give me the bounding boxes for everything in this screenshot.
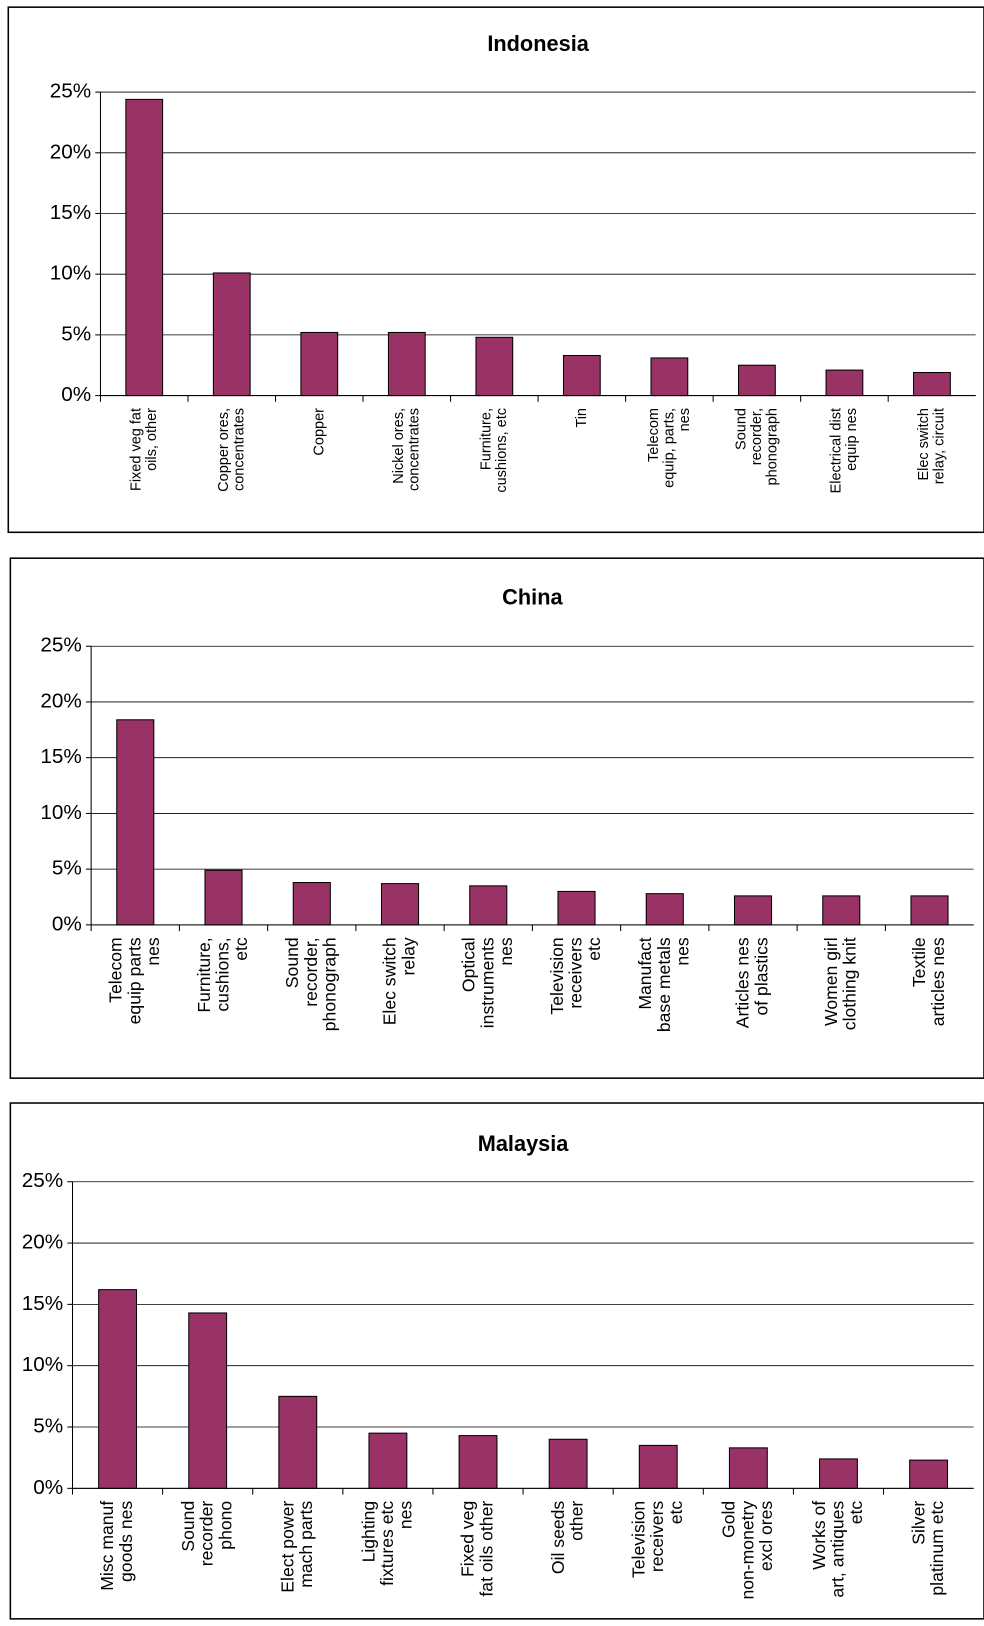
bar	[909, 1459, 949, 1489]
bar	[98, 1289, 138, 1489]
bar	[733, 895, 773, 926]
y-tick-label: 5%	[52, 857, 82, 880]
x-tick-label: Soundrecorder,phonograph	[282, 937, 339, 1031]
x-tick-label: Copper ores,concentrates	[216, 408, 248, 492]
x-tick-label: Misc manufgoods nes	[97, 1501, 136, 1591]
chart-title: Malaysia	[478, 1131, 570, 1156]
y-tick-label: 20%	[50, 140, 91, 163]
x-tick-label: Textilearticles nes	[909, 937, 948, 1026]
x-tick-label: Soundrecorderphono	[178, 1501, 235, 1567]
y-tick-label: 0%	[52, 912, 82, 935]
bar	[469, 885, 508, 926]
x-tick-label: Furniture,cushions, etc	[478, 408, 510, 493]
y-tick-label: 0%	[33, 1476, 63, 1499]
bar	[300, 331, 339, 397]
x-tick-label: Elec switchrelay	[379, 937, 418, 1025]
x-tick-label: Articles nesof plastics	[732, 937, 771, 1028]
x-tick-label: Nickel ores,concentrates	[391, 408, 423, 491]
bar	[116, 719, 155, 926]
x-tick-label: Lightingfixtures etcnes	[358, 1501, 415, 1586]
y-tick-label: 5%	[61, 322, 91, 345]
bar	[638, 1444, 678, 1489]
y-tick-label: 10%	[40, 801, 81, 824]
chart-border	[7, 6, 984, 534]
bar	[125, 98, 164, 397]
bar	[738, 364, 776, 397]
y-tick-label: 15%	[22, 1292, 63, 1315]
bar	[562, 354, 601, 397]
x-tick-label: Telecomequip, parts,nes	[646, 408, 693, 488]
x-tick-label: Opticalinstrumentsnes	[458, 937, 515, 1028]
chart-title: Indonesia	[487, 31, 589, 56]
x-tick-label: Soundrecorder,phonograph	[733, 408, 780, 485]
x-tick-label: Elect powermach parts	[277, 1501, 316, 1593]
x-tick-label: Works ofart, antiquesetc	[808, 1501, 865, 1598]
bar	[475, 336, 514, 397]
y-tick-label: 0%	[61, 383, 91, 406]
y-tick-label: 25%	[40, 634, 81, 657]
y-tick-label: 25%	[50, 80, 91, 103]
x-tick-label: Fixed veg fatoils, other	[128, 408, 160, 491]
x-tick-label: Oil seedsother	[547, 1501, 586, 1575]
bar-chart: Indonesia 0% 5% 10% 15% 20% 25% Fixed veg fatoi…	[7, 6, 984, 534]
x-tick-label: Elec switchrelay, circuit	[916, 408, 948, 484]
bar	[645, 893, 684, 926]
bar	[212, 272, 251, 397]
y-tick-label: 25%	[22, 1169, 63, 1192]
x-tick-label: Furniture,cushions,etc	[194, 937, 251, 1012]
bar	[380, 883, 420, 926]
bar	[548, 1438, 588, 1489]
y-tick-label: 15%	[40, 745, 81, 768]
x-tick-label: Telecomequip partsnes	[105, 937, 162, 1024]
bar	[458, 1435, 498, 1489]
bar	[188, 1312, 228, 1489]
x-tick-label: Televisionreceiversetc	[628, 1501, 685, 1578]
bar	[292, 881, 331, 926]
x-tick-label: Manufactbase metalsnes	[635, 937, 692, 1032]
x-tick-label: Fixed vegfat oils other	[457, 1501, 496, 1597]
y-tick-label: 5%	[33, 1414, 63, 1437]
y-tick-label: 15%	[50, 201, 91, 224]
x-tick-label: Goldnon-monetryexcl ores	[718, 1501, 775, 1600]
chart-border	[9, 557, 984, 1079]
bar	[650, 357, 689, 397]
bar	[825, 369, 864, 397]
x-tick-label: Televisionreceiversetc	[547, 937, 604, 1014]
chart-border	[9, 1102, 984, 1620]
x-tick-label: Copper	[311, 408, 327, 456]
bar	[278, 1395, 318, 1489]
x-tick-label: Women girlclothing knit	[821, 937, 860, 1030]
x-tick-label: Electrical distequip nes	[828, 408, 860, 493]
y-tick-label: 20%	[40, 689, 81, 712]
y-tick-label: 10%	[50, 262, 91, 285]
y-tick-label: 10%	[22, 1353, 63, 1376]
bar	[913, 371, 951, 397]
x-tick-label: Tin	[574, 408, 590, 428]
bar	[368, 1432, 408, 1489]
bar	[204, 869, 243, 926]
y-tick-label: 20%	[22, 1231, 63, 1254]
bar	[819, 1458, 858, 1489]
bar	[910, 895, 949, 926]
bar	[557, 890, 596, 926]
bar	[387, 331, 426, 397]
chart-title: China	[502, 584, 563, 609]
bar	[822, 895, 861, 926]
bar	[728, 1447, 768, 1489]
bar-chart: Malaysia 0% 5% 10% 15% 20% 25% Misc manufgoods …	[9, 1102, 984, 1620]
bar-chart: China 0% 5% 10% 15% 20% 25% Telecomequip partsn…	[9, 557, 984, 1079]
x-tick-label: Silverplatinum etc	[908, 1501, 947, 1596]
